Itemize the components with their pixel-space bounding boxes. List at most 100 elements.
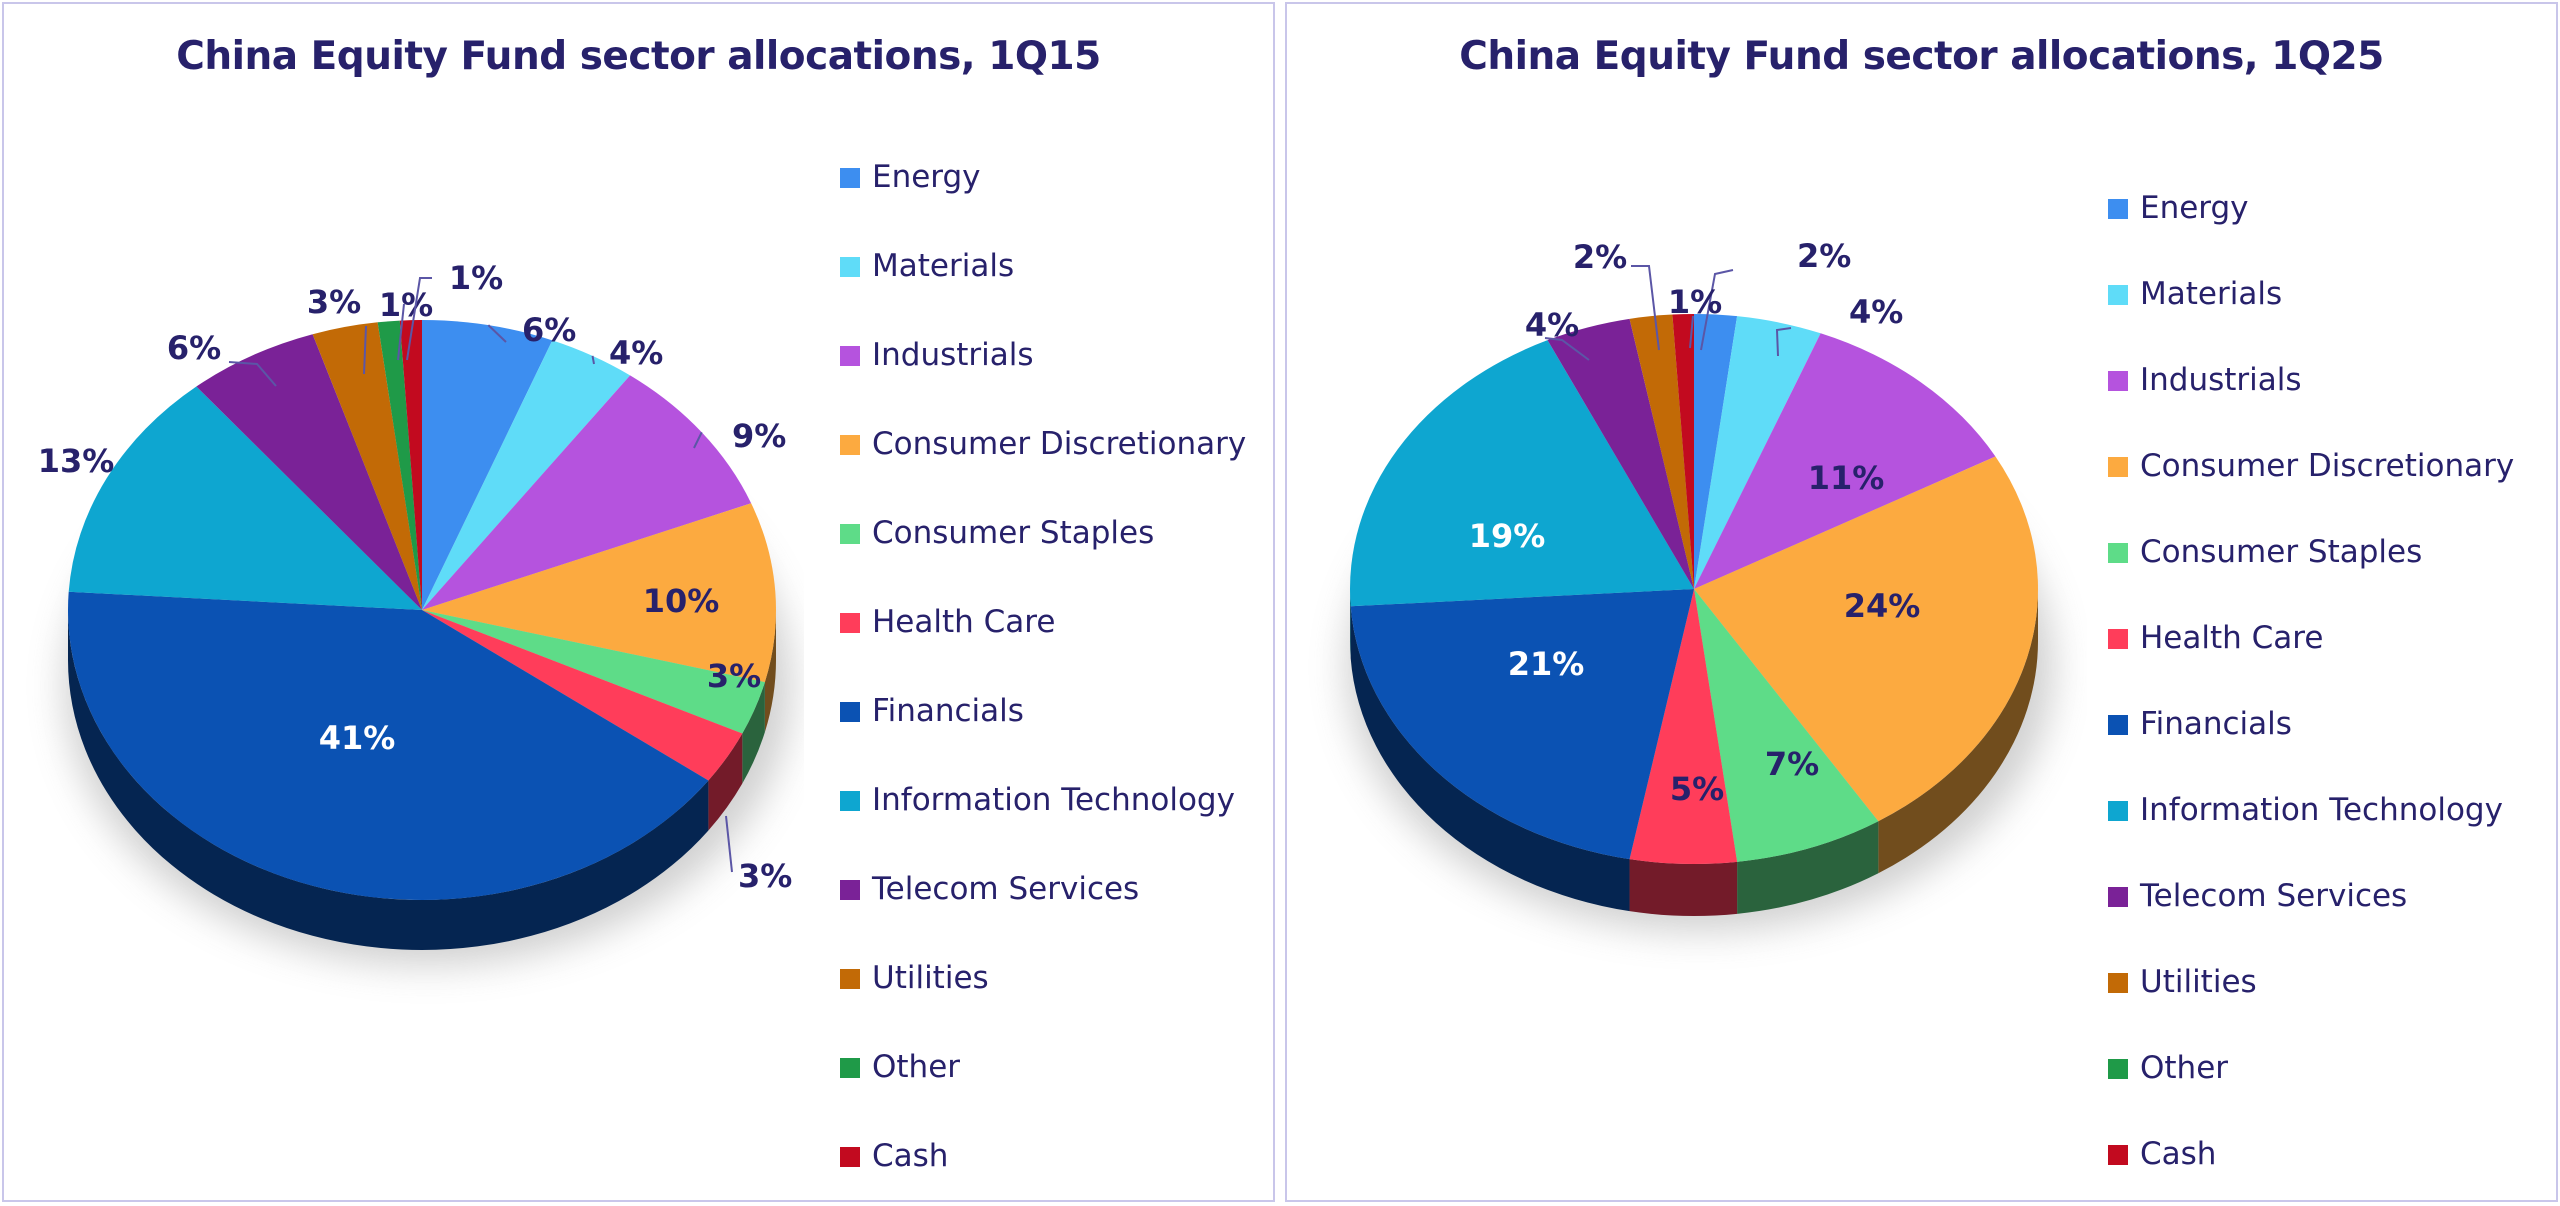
data-label-telecom-services: 4% xyxy=(1525,306,1579,344)
legend-label: Energy xyxy=(2140,190,2249,226)
legend-swatch xyxy=(2108,285,2128,305)
data-label-industrials: 11% xyxy=(1808,459,1885,497)
pie-slice-health-care xyxy=(1629,589,1738,864)
data-label-consumer-discretionary: 24% xyxy=(1844,587,1921,625)
legend-swatch xyxy=(2108,887,2128,907)
legend-label: Energy xyxy=(872,159,981,195)
legend-label: Health Care xyxy=(872,604,1056,640)
pie-slice-consumer-discretionary xyxy=(1694,456,2038,822)
leader-line-energy xyxy=(487,324,507,343)
legend-label: Information Technology xyxy=(872,782,1235,818)
pie-slice-cash xyxy=(1672,314,1694,589)
pie-slice-consumer-discretionary xyxy=(422,503,776,683)
leader-line-cash xyxy=(406,277,432,361)
legend-label: Consumer Staples xyxy=(2140,534,2423,570)
chart-panel-1q15: China Equity Fund sector allocations, 1Q… xyxy=(2,2,1275,1202)
legend-swatch xyxy=(2108,543,2128,563)
pie-slice-telecom-services xyxy=(196,334,422,610)
chart-title: China Equity Fund sector allocations, 1Q… xyxy=(176,34,1101,79)
pie-chart-1q25: 2% 4% 11% 24% 7% 5% 21% 19% 4% 2% 1% xyxy=(1346,237,2054,932)
leader-line-materials xyxy=(591,355,595,365)
pie-chart-1q15: 6% 4% 9% 10% 3% 3% 41% 13% 6% 3% 1% 1% xyxy=(38,259,792,966)
legend-label: Other xyxy=(2140,1050,2229,1086)
legend-label: Materials xyxy=(2140,276,2283,312)
legend-label: Consumer Staples xyxy=(872,515,1155,551)
leader-line-utilities xyxy=(1631,265,1660,351)
legend-swatch xyxy=(2108,629,2128,649)
legend-label: Financials xyxy=(2140,706,2292,742)
data-label-consumer-staples: 7% xyxy=(1765,745,1819,783)
legend-swatch xyxy=(2108,371,2128,391)
leader-line-industrials xyxy=(693,431,703,449)
legend-label: Utilities xyxy=(2140,964,2257,1000)
leader-line-materials xyxy=(1775,327,1792,357)
pie-slice-energy xyxy=(1694,314,1738,589)
data-label-energy: 2% xyxy=(1797,237,1851,275)
legend-swatch xyxy=(840,168,860,188)
legend-swatch xyxy=(840,969,860,989)
legend-swatch xyxy=(840,524,860,544)
legend-swatch xyxy=(840,702,860,722)
legend-swatch xyxy=(2108,801,2128,821)
pie-slice-health-care xyxy=(422,610,743,781)
pie-slice-utilities xyxy=(1629,314,1694,589)
pie-slice-materials xyxy=(1694,316,1821,589)
pie-slice-consumer-staples xyxy=(1694,589,1879,862)
data-label-energy: 6% xyxy=(522,311,576,349)
pie-slice-information-technology xyxy=(1350,340,1694,607)
legend-swatch xyxy=(840,346,860,366)
pie-side-health-care xyxy=(708,733,743,831)
pie-side-financials xyxy=(68,610,709,950)
legend-label: Cash xyxy=(872,1138,949,1174)
leader-line-other xyxy=(397,303,405,361)
legend-swatch xyxy=(2108,1059,2128,1079)
data-label-telecom-services: 6% xyxy=(167,329,221,367)
leader-line-telecom-services xyxy=(228,361,277,387)
legend-swatch xyxy=(840,257,860,277)
data-label-health-care: 5% xyxy=(1670,770,1724,808)
data-label-utilities: 3% xyxy=(307,283,361,321)
pie-slice-utilities xyxy=(312,322,422,610)
legend-swatch xyxy=(840,1147,860,1167)
pie-slice-telecom-services xyxy=(1547,318,1694,589)
leader-line-telecom-services xyxy=(1544,337,1590,361)
pie-slice-financials xyxy=(67,591,709,901)
leader-line-utilities xyxy=(363,325,367,375)
data-label-cash: 1% xyxy=(1668,283,1722,321)
legend-label: Financials xyxy=(872,693,1024,729)
pie-side-consumer-staples xyxy=(1737,821,1879,914)
legend-label: Materials xyxy=(872,248,1015,284)
legend-swatch xyxy=(2108,199,2128,219)
data-label-utilities: 2% xyxy=(1573,238,1627,276)
data-label-materials: 4% xyxy=(1849,293,1903,331)
legend-swatch xyxy=(840,613,860,633)
leader-line-energy xyxy=(1700,269,1734,351)
pie-slice-information-technology xyxy=(68,386,422,610)
legend-label: Consumer Discretionary xyxy=(2140,448,2515,484)
legend-label: Consumer Discretionary xyxy=(872,426,1247,462)
data-label-other: 1% xyxy=(379,286,433,324)
data-label-industrials: 9% xyxy=(732,417,786,455)
pie-side-consumer-discretionary xyxy=(764,610,776,733)
legend-swatch xyxy=(2108,457,2128,477)
pie-side-consumer-staples xyxy=(742,682,765,784)
data-label-information-technology: 13% xyxy=(38,442,115,480)
pie-slice-industrials xyxy=(422,375,752,610)
pie-slice-materials xyxy=(422,340,631,610)
legend-label: Telecom Services xyxy=(872,871,1140,907)
chart-title: China Equity Fund sector allocations, 1Q… xyxy=(1459,34,2384,79)
legend-swatch xyxy=(2108,973,2128,993)
legend-label: Information Technology xyxy=(2140,792,2503,828)
pie-side-walls xyxy=(1350,589,2038,916)
data-label-consumer-staples: 3% xyxy=(707,657,761,695)
pie-slice-other xyxy=(377,320,422,610)
data-label-financials: 21% xyxy=(1508,645,1585,683)
pie-slice-consumer-staples xyxy=(422,610,765,734)
legend-label: Cash xyxy=(2140,1136,2217,1172)
legend-swatch xyxy=(2108,1145,2128,1165)
pie-side-consumer-discretionary xyxy=(1878,589,2038,874)
legend-label: Health Care xyxy=(2140,620,2324,656)
pie-slice-energy xyxy=(422,320,553,610)
pie-slice-financials xyxy=(1350,589,1694,860)
pie-side-health-care xyxy=(1629,859,1738,916)
